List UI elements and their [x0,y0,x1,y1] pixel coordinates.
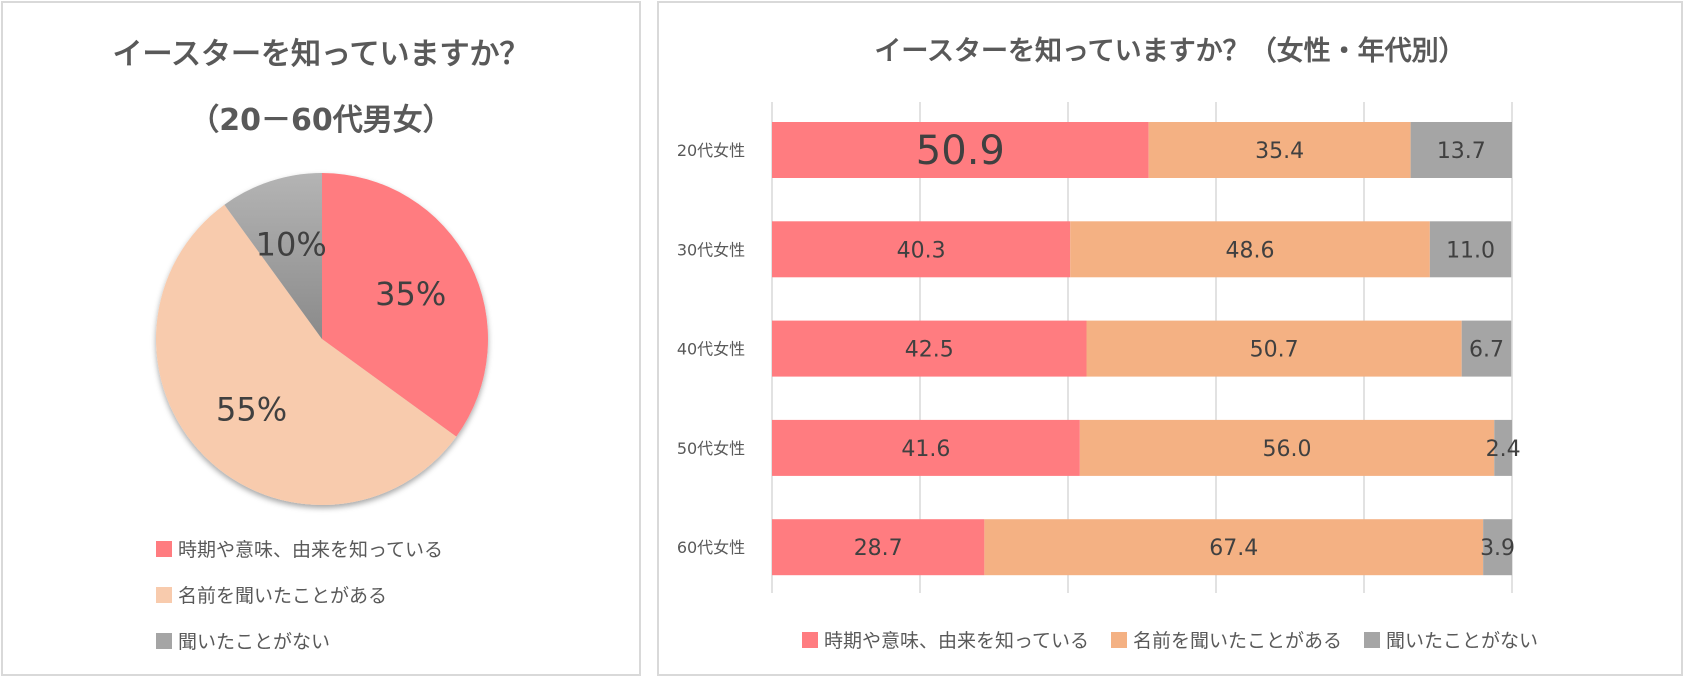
bar-data-label: 11.0 [1446,238,1495,263]
pie-legend-item: 時期や意味、由来を知っている [156,535,443,562]
bar-data-label: 3.9 [1480,536,1515,561]
bar-data-label: 50.7 [1250,338,1299,363]
pie-subtitle: （20－60代男女） [189,103,453,138]
bar-data-label: 40.3 [897,238,946,263]
bar-segment [772,519,985,576]
bar-segment [1079,419,1495,476]
bar-legend-item: 時期や意味、由来を知っている [801,626,1090,653]
category-label: 30代女性 [677,240,745,259]
legend-swatch [156,632,172,649]
bar-data-label: 42.5 [905,338,954,363]
legend-label: 名前を聞いたことがある [1133,630,1343,652]
category-label: 40代女性 [677,340,745,359]
bar-segment [1494,419,1512,476]
pie-data-label: 10% [256,225,327,263]
bar-legend: 時期や意味、由来を知っている 名前を聞いたことがある 聞いたことがない [659,626,1681,653]
bar-data-label: 13.7 [1437,139,1486,164]
bar-data-label: 41.6 [901,437,950,462]
bar-segment [1410,122,1512,178]
pie-legend-item: 名前を聞いたことがある [156,581,387,608]
bar-plot: 20代女性 50.9 35.4 13.7 30代女性 40.3 48.6 11.0 40代女性 4… [677,102,1521,593]
bar-data-label: 6.7 [1469,338,1504,363]
category-label: 60代女性 [677,538,745,557]
bar-data-label: 67.4 [1209,536,1258,561]
pie-legend-item: 聞いたことがない [156,627,330,654]
category-label: 20代女性 [677,141,745,160]
legend-label: 時期や意味、由来を知っている [178,539,444,561]
bar-data-label: 35.4 [1255,139,1304,164]
bar-segment [1148,122,1411,178]
bar-segment [772,419,1080,476]
bar-segment [1483,519,1512,576]
bar-title: イースターを知っていますか？（女性・年代別） [874,36,1466,67]
legend-swatch [156,586,172,603]
bar-data-label: 50.9 [916,128,1005,174]
pie-plot: 35% 55% 10% [155,173,488,506]
pie-slice [322,173,488,437]
bar-data-label: 48.6 [1226,238,1275,263]
pie-data-label: 35% [375,275,446,313]
pie-slice [224,173,322,339]
bar-segment [772,221,1071,278]
pie-chart-panel: イースターを知っていますか？ （20－60代男女） 35% 55% 10% 時期や意… [1,1,641,676]
legend-label: 聞いたことがない [1386,630,1539,652]
legend-label: 聞いたことがない [178,631,331,653]
legend-swatch [801,631,818,648]
bar-segment [1429,221,1512,278]
legend-swatch [156,540,172,557]
bar-legend-item: 名前を聞いたことがある [1111,626,1342,653]
pie-data-label: 55% [216,390,287,428]
bar-segment [772,320,1087,377]
pie-slice [155,204,457,506]
bar-segment [984,519,1484,576]
bar-segment [1070,221,1430,278]
bar-legend-item: 聞いたことがない [1364,626,1538,653]
pie-title: イースターを知っていますか？ [112,37,530,72]
bar-chart-panel: イースターを知っていますか？（女性・年代別） 20代女性 50.9 35.4 13.7… [657,1,1683,676]
legend-label: 時期や意味、由来を知っている [823,630,1090,652]
bar-segment [1461,320,1512,377]
bar-segment [772,122,1149,178]
bar-data-label: 56.0 [1263,437,1312,462]
legend-label: 名前を聞いたことがある [178,585,388,607]
bar-data-label: 2.4 [1486,437,1521,462]
category-label: 50代女性 [677,439,745,458]
legend-swatch [1111,631,1128,648]
bar-segment [1086,320,1462,377]
bar-data-label: 28.7 [854,536,903,561]
legend-swatch [1364,631,1381,648]
